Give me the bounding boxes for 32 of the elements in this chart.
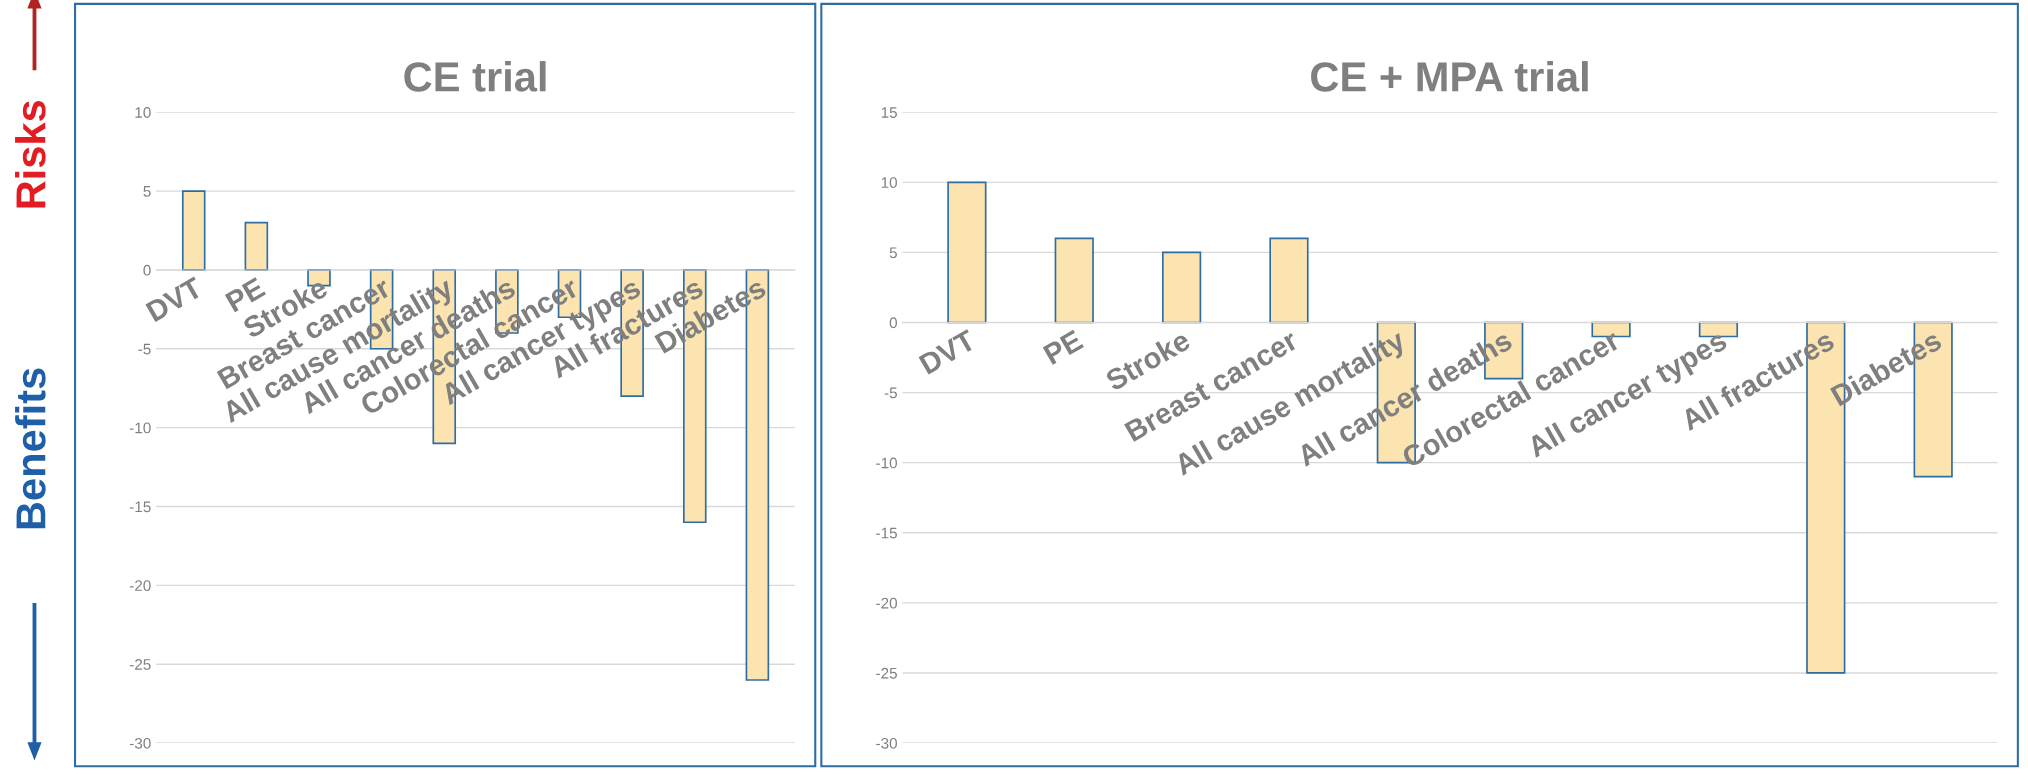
y-tick-label: -25	[129, 659, 151, 670]
y-tick-label: 10	[135, 107, 151, 118]
y-tick-label: -5	[138, 343, 151, 355]
y-tick-label: 5	[889, 247, 897, 259]
bar	[1054, 237, 1094, 324]
y-tick-label: -10	[876, 457, 897, 469]
y-tick-label: -20	[129, 580, 151, 592]
y-tick-label: -15	[129, 501, 151, 513]
y-tick-label: -30	[876, 737, 897, 749]
chart-title: CE + MPA trial	[1311, 61, 1588, 92]
y-tick-label: 10	[881, 177, 897, 189]
y-tick-label: -5	[884, 387, 897, 399]
bar	[244, 221, 269, 271]
bar	[1269, 237, 1309, 324]
bar	[1161, 251, 1202, 324]
y-tick-label: -25	[876, 667, 897, 679]
x-tick-label: DVT	[918, 329, 978, 375]
y-tick-label: -15	[876, 527, 897, 539]
bar	[181, 190, 206, 271]
y-tick-label: 0	[143, 264, 151, 276]
bar	[947, 181, 987, 324]
y-tick-label: 0	[889, 317, 897, 329]
y-tick-label: -20	[876, 597, 897, 609]
x-tick-label: DVT	[145, 276, 205, 322]
y-tick-label: -10	[129, 422, 151, 434]
chart-title: CE trial	[404, 61, 546, 92]
y-tick-label: 15	[881, 107, 897, 118]
y-tick-label: 5	[143, 186, 151, 197]
text: Benefits	[15, 368, 46, 529]
text: Risks	[15, 100, 46, 208]
x-tick-label: PE	[1042, 329, 1084, 365]
y-tick-label: -30	[129, 737, 151, 749]
